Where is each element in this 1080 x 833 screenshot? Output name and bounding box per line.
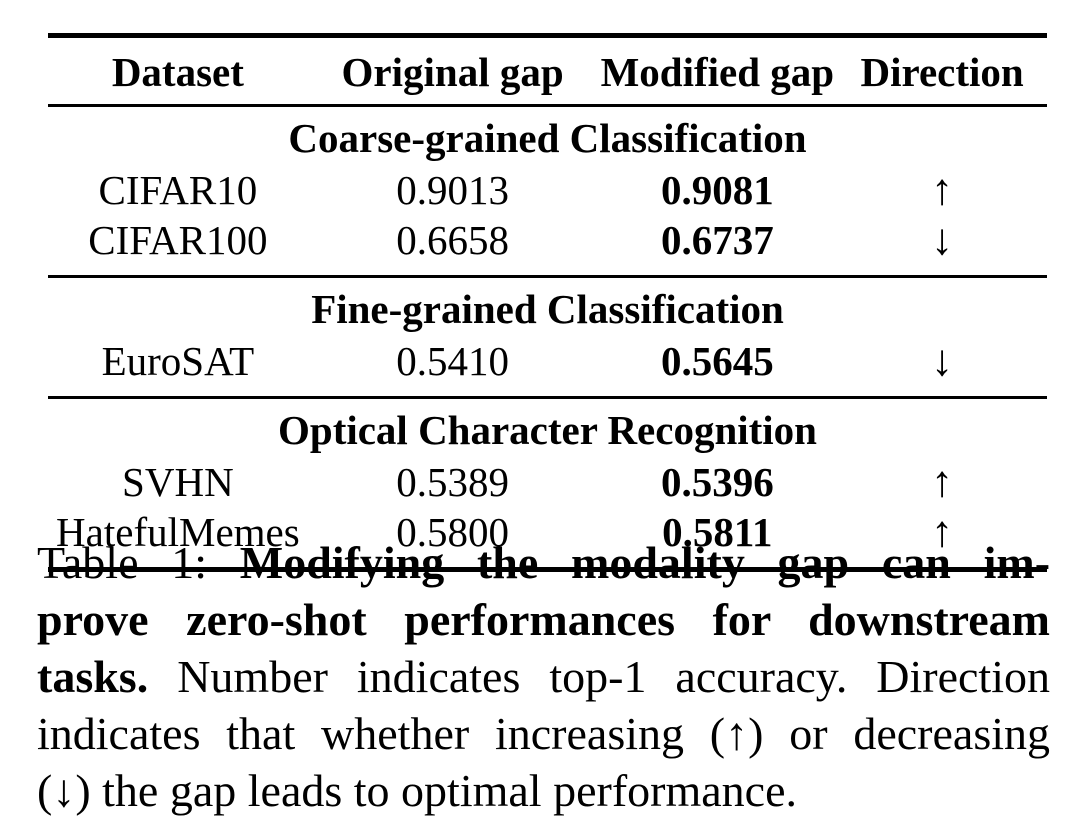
table-header-row: Dataset Original gap Modified gap Direct… <box>48 35 1047 107</box>
original-gap-cell: 0.5410 <box>396 337 509 384</box>
table-row-cifar100: CIFAR100 0.6658 0.6737 ↓ <box>48 215 1047 277</box>
table-row-svhn: SVHN 0.5389 0.5396 ↑ <box>48 457 1047 507</box>
caption-roman-text: indicates that whether increasing (↑) or… <box>37 708 1050 759</box>
results-table: Dataset Original gap Modified gap Direct… <box>48 33 1047 572</box>
column-header-modified-gap: Modified gap <box>597 35 838 107</box>
dataset-cell: CIFAR10 <box>98 166 258 213</box>
column-header-dataset: Dataset <box>48 35 308 107</box>
original-gap-cell: 0.5800 <box>396 508 509 555</box>
direction-up-arrow: ↑ <box>931 457 954 506</box>
dataset-cell: HatefulMemes <box>56 508 300 555</box>
table-row-cifar10: CIFAR10 0.9013 0.9081 ↑ <box>48 165 1047 215</box>
modified-gap-cell: 0.9081 <box>660 166 774 213</box>
section-title-row: Fine-grained Classification <box>48 275 1047 336</box>
caption-line: indicates that whether increasing (↑) or… <box>37 705 1050 762</box>
section-title-row: Optical Character Recognition <box>48 396 1047 457</box>
table-row-eurosat: EuroSAT 0.5410 0.5645 ↓ <box>48 336 1047 398</box>
column-header-direction: Direction <box>837 35 1047 107</box>
direction-down-arrow: ↓ <box>931 215 954 264</box>
modified-gap-cell: 0.5396 <box>660 458 774 505</box>
table-row-hatefulmemes: HatefulMemes 0.5800 0.5811 ↑ <box>48 507 1047 570</box>
dataset-cell: SVHN <box>122 458 234 505</box>
original-gap-cell: 0.9013 <box>396 166 509 213</box>
direction-up-arrow: ↑ <box>931 165 954 214</box>
caption-bold-text: prove zero-shot performances for downstr… <box>37 594 1050 645</box>
section-title-coarse-grained: Coarse-grained Classification <box>288 115 807 161</box>
modified-gap-cell: 0.6737 <box>660 216 774 263</box>
caption-line: prove zero-shot performances for downstr… <box>37 591 1050 648</box>
section-title-ocr: Optical Character Recognition <box>48 396 1047 457</box>
results-table-container: Dataset Original gap Modified gap Direct… <box>48 33 1047 572</box>
caption-bold-text: tasks. <box>37 651 149 702</box>
caption-table-number: Table 1: <box>37 537 208 588</box>
modified-gap-cell: 0.5811 <box>662 508 773 555</box>
caption-roman-text: Number indicates top-1 accuracy. Directi… <box>177 651 1050 702</box>
modified-gap-cell: 0.5645 <box>660 337 774 384</box>
caption-line: Table 1: Modifying the modality gap can … <box>37 534 1050 591</box>
original-gap-cell: 0.6658 <box>396 216 509 263</box>
direction-up-arrow: ↑ <box>931 507 954 556</box>
column-header-original-gap: Original gap <box>307 35 598 107</box>
dataset-cell: CIFAR100 <box>88 216 268 263</box>
caption-bold-text: Modifying the modality gap can im- <box>239 537 1051 588</box>
section-title-row: Coarse-grained Classification <box>48 106 1047 166</box>
caption-roman-text: (↓) the gap leads to optimal performance… <box>37 765 797 816</box>
caption-line: tasks. Number indicates top-1 accuracy. … <box>37 648 1050 705</box>
original-gap-cell: 0.5389 <box>396 458 509 505</box>
caption-line: (↓) the gap leads to optimal performance… <box>37 762 1050 819</box>
direction-down-arrow: ↓ <box>931 336 954 385</box>
table-caption: Table 1: Modifying the modality gap can … <box>37 534 1050 819</box>
section-title-fine-grained: Fine-grained Classification <box>48 275 1047 336</box>
dataset-cell: EuroSAT <box>101 337 255 384</box>
